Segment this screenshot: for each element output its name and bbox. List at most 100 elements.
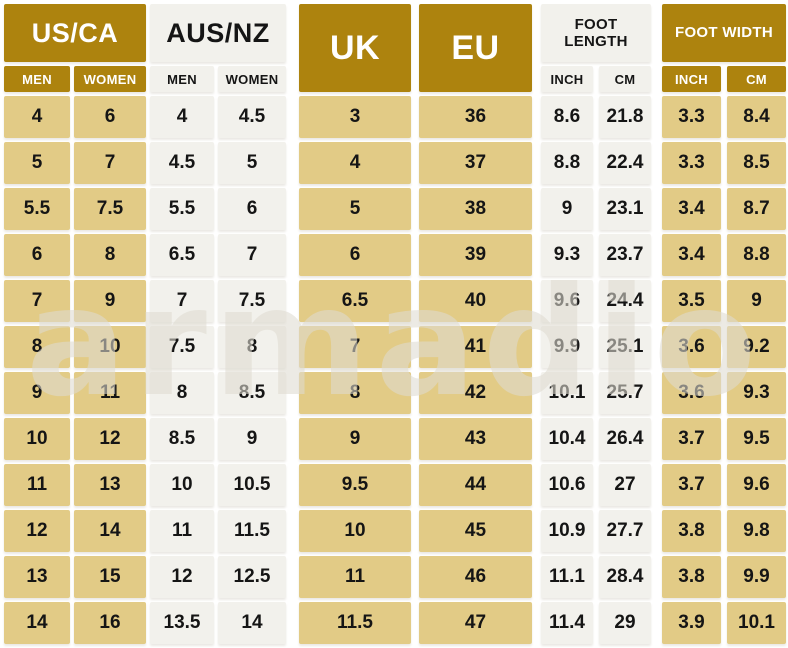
cell-foot-width-inch: 3.6 [662, 326, 721, 368]
cell-uk: 4 [299, 142, 411, 184]
cell-ausnz-men: 8 [150, 372, 214, 414]
cell-foot-length-cm: 21.8 [599, 96, 651, 138]
cell-foot-width-cm: 9.8 [727, 510, 786, 552]
cell-foot-length-inch: 9.3 [541, 234, 593, 276]
cell-usca-women: 13 [74, 464, 146, 506]
cell-usca-men: 4 [4, 96, 70, 138]
cell-foot-width-cm: 10.1 [727, 602, 786, 644]
cell-foot-length-cm: 24.4 [599, 280, 651, 322]
cell-ausnz-women: 8.5 [218, 372, 286, 414]
cell-foot-length-inch: 8.6 [541, 96, 593, 138]
cell-foot-width-inch: 3.6 [662, 372, 721, 414]
cell-ausnz-women: 6 [218, 188, 286, 230]
cell-foot-width-cm: 9 [727, 280, 786, 322]
cell-usca-women: 16 [74, 602, 146, 644]
cell-foot-length-inch: 10.1 [541, 372, 593, 414]
cell-usca-men: 8 [4, 326, 70, 368]
cell-ausnz-women: 4.5 [218, 96, 286, 138]
cell-foot-width-cm: 8.5 [727, 142, 786, 184]
cell-eu: 37 [419, 142, 532, 184]
cell-ausnz-women: 12.5 [218, 556, 286, 598]
cell-foot-width-inch: 3.3 [662, 96, 721, 138]
cell-uk: 9 [299, 418, 411, 460]
cell-foot-width-cm: 9.3 [727, 372, 786, 414]
header-uk: UK [299, 4, 411, 92]
subheader-foot-length-cm: CM [599, 66, 651, 92]
cell-ausnz-women: 5 [218, 142, 286, 184]
cell-usca-men: 9 [4, 372, 70, 414]
cell-foot-length-cm: 23.7 [599, 234, 651, 276]
cell-foot-length-cm: 25.1 [599, 326, 651, 368]
cell-usca-men: 13 [4, 556, 70, 598]
cell-uk: 11.5 [299, 602, 411, 644]
cell-eu: 43 [419, 418, 532, 460]
cell-foot-width-cm: 8.4 [727, 96, 786, 138]
cell-foot-width-inch: 3.7 [662, 418, 721, 460]
cell-eu: 38 [419, 188, 532, 230]
cell-usca-men: 5.5 [4, 188, 70, 230]
cell-foot-width-inch: 3.4 [662, 188, 721, 230]
cell-foot-width-cm: 9.9 [727, 556, 786, 598]
subheader-ausnz-women: WOMEN [218, 66, 286, 92]
cell-usca-women: 8 [74, 234, 146, 276]
cell-ausnz-men: 13.5 [150, 602, 214, 644]
header-foot-width: FOOT WIDTH [662, 4, 786, 62]
cell-ausnz-men: 11 [150, 510, 214, 552]
cell-eu: 45 [419, 510, 532, 552]
subheader-foot-width-inch: INCH [662, 66, 721, 92]
cell-eu: 40 [419, 280, 532, 322]
cell-ausnz-men: 4.5 [150, 142, 214, 184]
cell-ausnz-women: 8 [218, 326, 286, 368]
cell-eu: 39 [419, 234, 532, 276]
cell-eu: 44 [419, 464, 532, 506]
cell-foot-width-cm: 9.6 [727, 464, 786, 506]
cell-uk: 6 [299, 234, 411, 276]
cell-foot-width-inch: 3.8 [662, 556, 721, 598]
cell-foot-length-inch: 10.4 [541, 418, 593, 460]
cell-usca-women: 10 [74, 326, 146, 368]
subheader-usca-men: MEN [4, 66, 70, 92]
cell-uk: 5 [299, 188, 411, 230]
subheader-ausnz-men: MEN [150, 66, 214, 92]
cell-foot-width-inch: 3.3 [662, 142, 721, 184]
cell-foot-width-inch: 3.7 [662, 464, 721, 506]
cell-ausnz-men: 8.5 [150, 418, 214, 460]
cell-uk: 9.5 [299, 464, 411, 506]
cell-foot-width-cm: 8.7 [727, 188, 786, 230]
cell-ausnz-women: 14 [218, 602, 286, 644]
cell-usca-men: 11 [4, 464, 70, 506]
cell-usca-women: 14 [74, 510, 146, 552]
cell-foot-length-inch: 10.6 [541, 464, 593, 506]
cell-foot-length-cm: 26.4 [599, 418, 651, 460]
cell-uk: 3 [299, 96, 411, 138]
cell-ausnz-women: 7 [218, 234, 286, 276]
cell-foot-length-inch: 9.9 [541, 326, 593, 368]
cell-usca-women: 15 [74, 556, 146, 598]
header-aus-nz: AUS/NZ [150, 4, 286, 62]
cell-foot-length-cm: 29 [599, 602, 651, 644]
cell-uk: 11 [299, 556, 411, 598]
cell-ausnz-men: 5.5 [150, 188, 214, 230]
cell-usca-women: 7.5 [74, 188, 146, 230]
header-us-ca: US/CA [4, 4, 146, 62]
cell-foot-length-inch: 11.4 [541, 602, 593, 644]
cell-usca-women: 11 [74, 372, 146, 414]
cell-uk: 8 [299, 372, 411, 414]
cell-ausnz-women: 10.5 [218, 464, 286, 506]
subheader-foot-length-inch: INCH [541, 66, 593, 92]
cell-foot-length-inch: 9 [541, 188, 593, 230]
cell-ausnz-men: 6.5 [150, 234, 214, 276]
cell-usca-women: 6 [74, 96, 146, 138]
cell-usca-men: 6 [4, 234, 70, 276]
cell-foot-length-cm: 27.7 [599, 510, 651, 552]
header-eu: EU [419, 4, 532, 92]
cell-ausnz-men: 12 [150, 556, 214, 598]
cell-foot-width-cm: 9.2 [727, 326, 786, 368]
cell-foot-width-inch: 3.4 [662, 234, 721, 276]
cell-eu: 41 [419, 326, 532, 368]
cell-foot-length-inch: 9.6 [541, 280, 593, 322]
cell-foot-length-cm: 25.7 [599, 372, 651, 414]
cell-foot-width-cm: 8.8 [727, 234, 786, 276]
cell-uk: 7 [299, 326, 411, 368]
cell-foot-length-inch: 10.9 [541, 510, 593, 552]
